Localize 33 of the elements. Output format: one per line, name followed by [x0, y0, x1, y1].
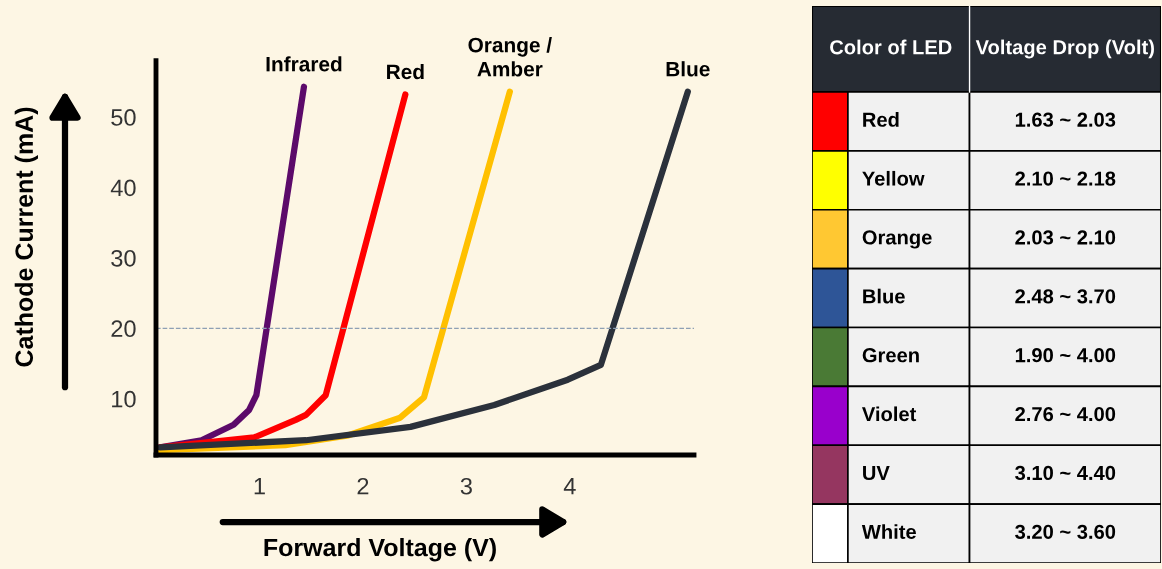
- text: 2.48 ~ 3.70: [1015, 289, 1116, 304]
- x-axis-title: Forward Voltage (V): [264, 538, 496, 562]
- y-tick-label: 20: [111, 320, 136, 338]
- text: Blue: [863, 288, 905, 304]
- text: 2.10 ~ 2.18: [1015, 171, 1116, 186]
- text: Color of LED: [830, 39, 952, 55]
- series-label: Infrared: [266, 56, 342, 72]
- text: 1.63 ~ 2.03: [1015, 112, 1116, 127]
- text: 3.20 ~ 3.60: [1015, 524, 1116, 539]
- x-tick-label: 3: [460, 477, 472, 495]
- text: Red: [863, 112, 899, 127]
- text: Violet: [862, 406, 917, 422]
- y-tick-label: 50: [111, 109, 136, 126]
- series-label: Orange / Amber: [468, 37, 552, 77]
- text: UV: [863, 466, 890, 481]
- x-tick-label: 1: [254, 478, 265, 495]
- text: White: [861, 524, 916, 539]
- series-label: Red: [387, 63, 424, 80]
- text: 1.90 ~ 4.00: [1015, 348, 1116, 363]
- y-tick-label: 10: [112, 390, 136, 408]
- text: Orange: [862, 230, 932, 249]
- text: 3.10 ~ 4.40: [1015, 465, 1116, 481]
- text: 2.03 ~ 2.10: [1015, 230, 1116, 245]
- text: Voltage Drop (Volt): [975, 39, 1154, 59]
- text: Green: [862, 348, 919, 363]
- y-axis-title: Cathode Current (mA): [14, 107, 38, 367]
- x-tick-label: 4: [563, 478, 576, 495]
- series-label: Blue: [666, 61, 710, 77]
- y-tick-label: 40: [110, 179, 136, 197]
- x-tick-label: 2: [357, 477, 369, 495]
- y-tick-label: 30: [111, 249, 136, 267]
- text: 2.76 ~ 4.00: [1015, 406, 1116, 422]
- text: Yellow: [862, 170, 925, 186]
